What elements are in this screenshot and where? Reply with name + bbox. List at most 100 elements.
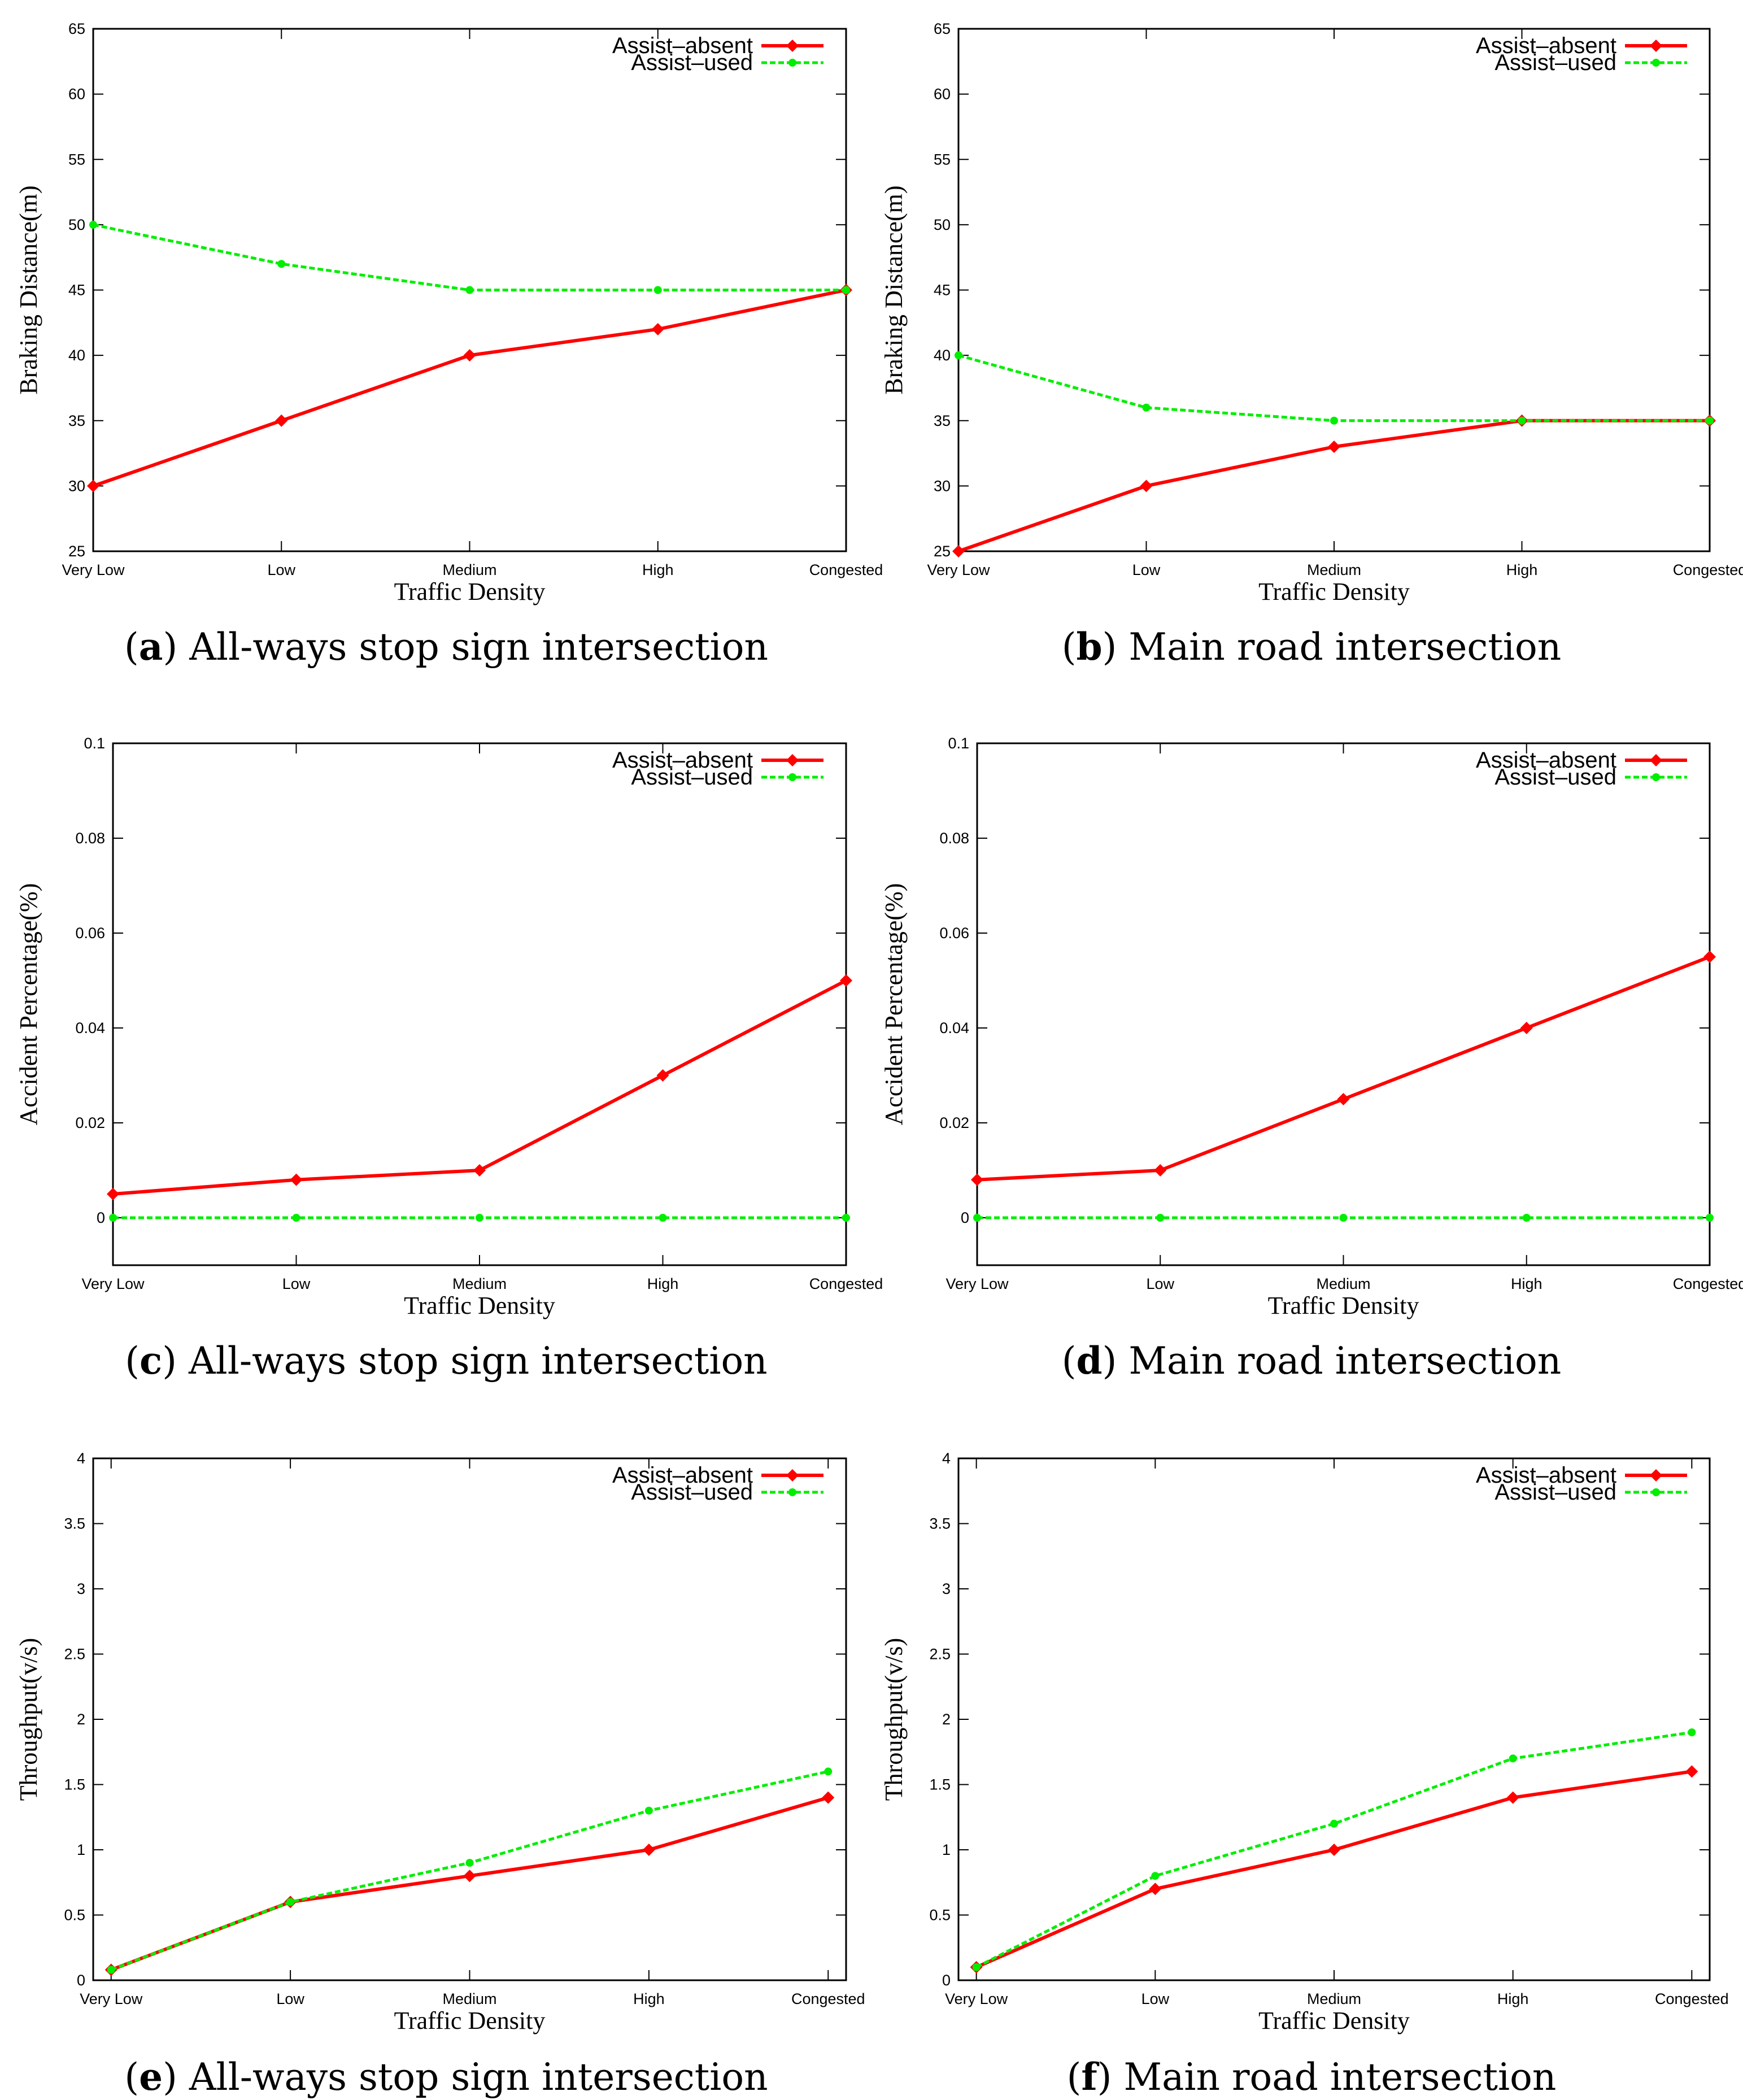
y-tick-label: 1.5 — [64, 1776, 85, 1793]
y-tick-label: 45 — [934, 282, 951, 299]
y-tick-label: 1 — [77, 1841, 85, 1858]
legend-marker — [786, 1469, 799, 1482]
data-point-assist-used — [1156, 1214, 1165, 1222]
legend-marker — [788, 773, 796, 781]
data-point-assist-used — [659, 1214, 667, 1222]
caption-paren: ) — [163, 2055, 189, 2099]
data-point-assist-absent — [1703, 951, 1716, 963]
data-point-assist-absent — [1149, 1883, 1162, 1896]
data-point-assist-absent — [1506, 1791, 1519, 1804]
data-point-assist-absent — [107, 1188, 119, 1200]
x-axis-title: Traffic Density — [394, 2007, 546, 2034]
x-tick-label: High — [642, 561, 674, 578]
data-point-assist-used — [1522, 1214, 1531, 1222]
x-axis-title: Traffic Density — [404, 1292, 555, 1319]
data-point-assist-used — [1339, 1214, 1348, 1222]
caption-text: Main road intersection — [1128, 625, 1561, 669]
y-tick-label: 40 — [934, 347, 951, 364]
y-axis-title: Throughput(v/s) — [15, 1638, 42, 1801]
legend-marker — [788, 59, 796, 67]
data-point-assist-used — [476, 1214, 483, 1222]
caption-paren: ) — [163, 625, 190, 669]
x-tick-label: High — [1506, 561, 1538, 578]
data-point-assist-used — [1330, 416, 1338, 425]
plot-frame — [957, 1457, 1711, 1981]
legend-marker — [1652, 59, 1660, 67]
x-tick-label: Very Low — [62, 561, 125, 578]
x-tick-label: Low — [282, 1275, 311, 1292]
data-point-assist-absent — [656, 1069, 669, 1082]
y-tick-label: 0.1 — [948, 735, 969, 752]
x-tick-label: Low — [1146, 1275, 1174, 1292]
chart-panel-f: 0 0.5 1 1.5 2 2.5 3 3.5 4 Very Low Low Medium High Co… — [880, 1450, 1729, 2099]
series-line-assist-used — [958, 354, 1710, 422]
caption-letter: c — [140, 1339, 162, 1383]
data-point-assist-used — [842, 286, 850, 294]
y-tick-label: 25 — [934, 543, 951, 560]
x-tick-label: Congested — [1673, 1275, 1743, 1292]
data-point-assist-absent — [290, 1173, 303, 1186]
y-tick-label: 3 — [942, 1580, 951, 1597]
data-point-assist-used — [465, 1859, 474, 1867]
plot-frame — [957, 28, 1711, 552]
y-tick-label: 0.08 — [75, 830, 105, 847]
x-tick-label: Medium — [442, 1990, 496, 2007]
legend-label: Assist–used — [1494, 765, 1616, 790]
x-tick-label: Low — [1132, 561, 1161, 578]
y-tick-label: 30 — [68, 477, 85, 494]
y-tick-label: 0.06 — [75, 925, 105, 942]
x-tick-label: High — [633, 1990, 665, 2007]
legend-marker — [1650, 754, 1662, 766]
legend-marker — [1650, 1469, 1662, 1482]
data-point-assist-used — [286, 1898, 295, 1906]
data-point-assist-absent — [87, 480, 99, 493]
data-point-assist-used — [1509, 1754, 1517, 1763]
data-point-assist-used — [824, 1767, 833, 1776]
data-point-assist-used — [1142, 403, 1151, 412]
panel-caption: (b) Main road intersection — [1062, 625, 1562, 669]
y-tick-label: 0 — [961, 1209, 969, 1226]
y-tick-label: 65 — [68, 20, 85, 37]
y-axis-title: Accident Percentage(%) — [15, 883, 42, 1126]
x-tick-label: High — [1511, 1275, 1542, 1292]
x-tick-label: Low — [267, 561, 295, 578]
x-tick-label: Congested — [1673, 561, 1743, 578]
y-tick-label: 30 — [934, 477, 951, 494]
data-point-assist-absent — [1337, 1093, 1350, 1105]
y-tick-label: 55 — [934, 151, 951, 168]
data-point-assist-used — [277, 260, 286, 268]
data-point-assist-used — [973, 1214, 981, 1222]
caption-paren: ( — [1067, 2055, 1082, 2099]
data-point-assist-used — [89, 220, 97, 229]
y-tick-label: 0.04 — [75, 1019, 105, 1036]
data-point-assist-used — [109, 1214, 117, 1222]
data-point-assist-used — [1518, 416, 1526, 425]
legend-marker — [1650, 40, 1662, 52]
panel-caption: (c) All-ways stop sign intersection — [125, 1339, 767, 1383]
x-axis-title: Traffic Density — [394, 578, 546, 605]
series-line-assist-absent — [110, 1796, 829, 1972]
caption-letter: d — [1076, 1339, 1102, 1383]
caption-paren: ) — [1103, 625, 1129, 669]
data-point-assist-used — [1330, 1819, 1338, 1828]
series-line-assist-absent — [93, 288, 847, 488]
data-point-assist-used — [842, 1214, 850, 1222]
legend-label: Assist–absent — [612, 748, 753, 773]
legend-label: Assist–used — [631, 50, 753, 75]
caption-paren: ) — [1103, 1339, 1129, 1383]
chart-panel-b: 25 30 35 40 45 50 55 60 65 Very Low Low Medium High C… — [880, 20, 1743, 669]
caption-text: Main road intersection — [1128, 1339, 1561, 1383]
x-tick-label: Medium — [452, 1275, 507, 1292]
x-tick-label: High — [1497, 1990, 1529, 2007]
y-tick-label: 60 — [68, 86, 85, 103]
chart-panel-a: 25 30 35 40 45 50 55 60 65 Very Low Low Medium High C… — [15, 20, 883, 669]
y-tick-label: 50 — [934, 216, 951, 233]
data-point-assist-absent — [463, 1870, 476, 1883]
plot-frame — [92, 1457, 847, 1981]
data-point-assist-absent — [473, 1164, 486, 1177]
data-point-assist-absent — [952, 545, 965, 557]
y-tick-label: 3.5 — [64, 1515, 85, 1532]
caption-paren: ( — [124, 625, 139, 669]
y-axis-title: Throughput(v/s) — [880, 1638, 908, 1801]
